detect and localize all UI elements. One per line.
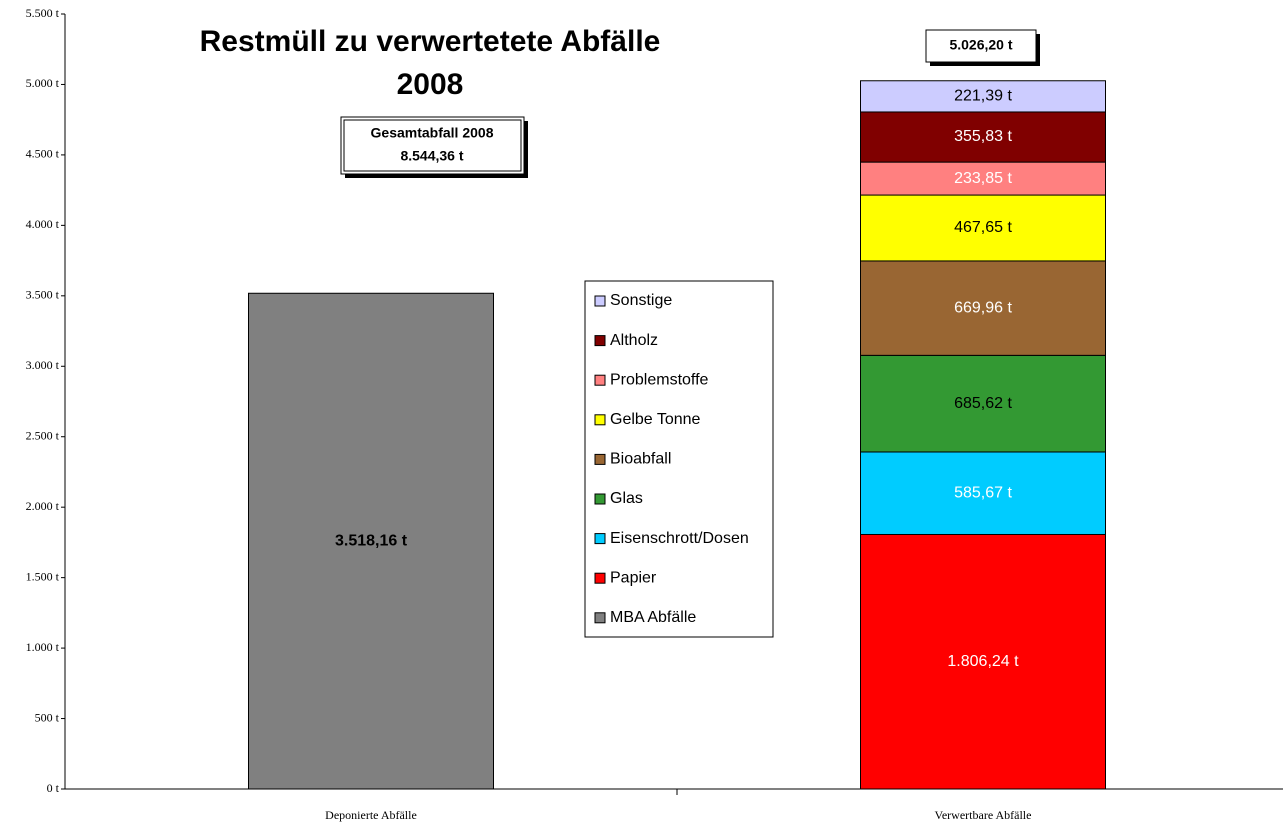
bar-segment <box>248 292 494 790</box>
legend-label: Problemstoffe <box>610 371 709 388</box>
annotation-box <box>925 29 1037 63</box>
y-tick-label: 1.500 t <box>26 569 60 583</box>
annotation: Gesamtabfall 2008 <box>371 125 494 141</box>
legend-swatch <box>594 453 606 465</box>
y-tick-label: 0 t <box>47 781 60 795</box>
bar-segment <box>860 354 1106 453</box>
legend-swatch <box>594 295 606 307</box>
bar-segment <box>860 451 1106 535</box>
value-label: 355,83 t <box>954 128 1012 145</box>
annotation-box-inner <box>343 119 522 172</box>
legend-swatch <box>594 335 606 347</box>
legend-label: Bioabfall <box>610 451 671 468</box>
y-tick-label: 500 t <box>35 710 60 724</box>
legend-swatch <box>594 612 606 624</box>
chart-subtitle: 2008 <box>397 68 464 101</box>
value-label: 221,39 t <box>954 88 1012 105</box>
x-tick-label: Deponierte Abfälle <box>325 808 417 822</box>
value-label: 3.518,16 t <box>335 532 408 549</box>
y-tick-label: 1.000 t <box>26 640 60 654</box>
value-label: 669,96 t <box>954 299 1012 316</box>
bar-segment <box>860 161 1106 196</box>
legend-swatch <box>594 374 606 386</box>
chart-title: Restmüll zu verwertetete Abfälle <box>200 25 661 58</box>
y-tick-label: 4.000 t <box>26 217 60 231</box>
value-label: 233,85 t <box>954 170 1012 187</box>
bar-segment <box>860 194 1106 262</box>
y-tick-label: 2.500 t <box>26 428 60 442</box>
value-label: 467,65 t <box>954 219 1012 236</box>
legend-label: Eisenschrott/Dosen <box>610 530 749 547</box>
legend-box <box>584 280 774 638</box>
y-tick-label: 5.500 t <box>26 6 60 20</box>
value-label: 1.806,24 t <box>947 653 1019 670</box>
legend-label: Papier <box>610 569 657 586</box>
bar-segment <box>860 111 1106 163</box>
value-label: 685,62 t <box>954 395 1012 412</box>
bar-segment <box>860 260 1106 356</box>
bar-segment <box>860 80 1106 113</box>
legend-swatch <box>594 572 606 584</box>
y-tick-label: 2.000 t <box>26 499 60 513</box>
value-label: 585,67 t <box>954 484 1012 501</box>
annotation-box <box>340 116 525 175</box>
x-tick-label: Verwertbare Abfälle <box>935 808 1032 822</box>
legend-label: Sonstige <box>610 292 672 309</box>
y-tick-label: 4.500 t <box>26 147 60 161</box>
legend-swatch <box>594 533 606 545</box>
legend-label: Altholz <box>610 332 658 349</box>
legend-label: Glas <box>610 490 643 507</box>
y-tick-label: 3.500 t <box>26 288 60 302</box>
bar-segment <box>860 533 1106 790</box>
annotation: 5.026,20 t <box>949 37 1012 53</box>
legend-label: Gelbe Tonne <box>610 411 701 428</box>
y-tick-label: 5.000 t <box>26 76 60 90</box>
legend-label: MBA Abfälle <box>610 609 696 626</box>
annotation: 8.544,36 t <box>400 148 463 164</box>
legend-swatch <box>594 493 606 505</box>
y-tick-label: 3.000 t <box>26 358 60 372</box>
legend-swatch <box>594 414 606 426</box>
